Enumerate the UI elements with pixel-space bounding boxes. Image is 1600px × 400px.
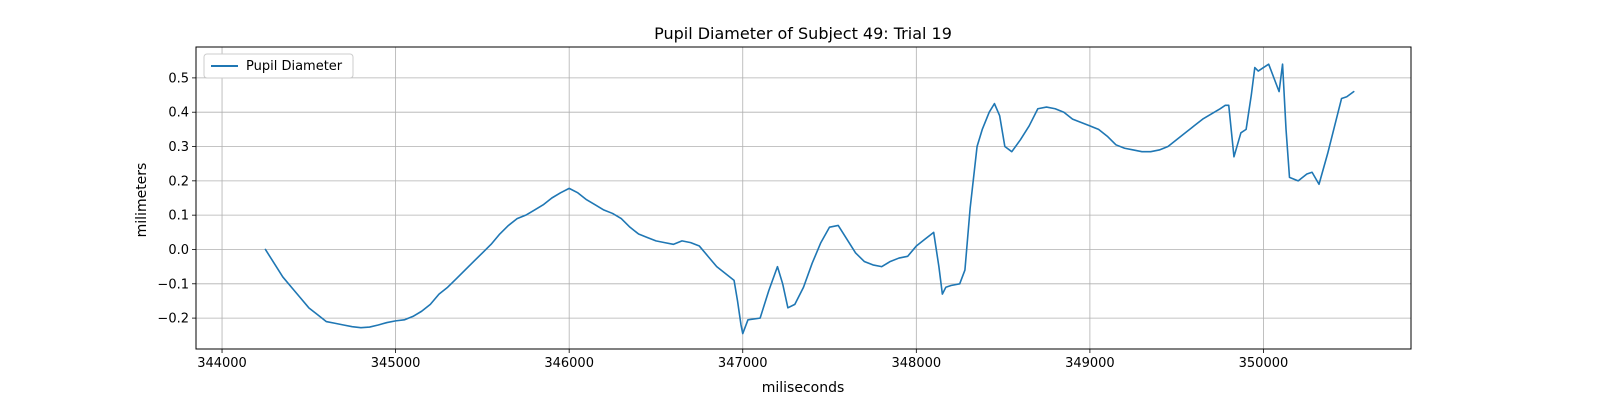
y-tick-label: 0.0 [168, 243, 189, 258]
series-line-0 [264, 63, 1355, 335]
y-tick-label: 0.5 [168, 71, 189, 86]
x-axis-label: miliseconds [762, 380, 845, 396]
y-tick-label: 0.3 [168, 140, 189, 155]
x-tick-label: 346000 [544, 356, 594, 371]
gridlines [196, 47, 1411, 349]
x-tick-label: 345000 [371, 356, 421, 371]
legend-box [203, 53, 354, 79]
y-tick-label: −0.2 [157, 312, 189, 327]
x-axis-ticks: 344000 345000 346000 347000 348000 349000 3500… [197, 349, 1288, 371]
y-tick-label: 0.2 [168, 174, 189, 189]
y-axis-label: milimeters [134, 163, 150, 238]
x-tick-label: 347000 [718, 356, 768, 371]
series-layer [264, 63, 1355, 335]
x-tick-label: 348000 [892, 356, 942, 371]
chart-title: Pupil Diameter of Subject 49: Trial 19 [654, 24, 952, 43]
y-axis-ticks: −0.2 −0.1 0.0 0.1 0.2 0.3 0.4 0.5 [157, 71, 196, 327]
plot-area-frame [195, 46, 1412, 350]
x-tick-label: 350000 [1239, 356, 1289, 371]
legend: Pupil Diameter [203, 53, 354, 79]
y-tick-label: 0.4 [168, 106, 189, 121]
x-tick-label: 344000 [197, 356, 247, 371]
y-tick-label: −0.1 [157, 277, 189, 292]
x-tick-label: 349000 [1065, 356, 1115, 371]
legend-label-pupil-diameter: Pupil Diameter [246, 59, 343, 74]
y-tick-label: 0.1 [168, 209, 189, 224]
